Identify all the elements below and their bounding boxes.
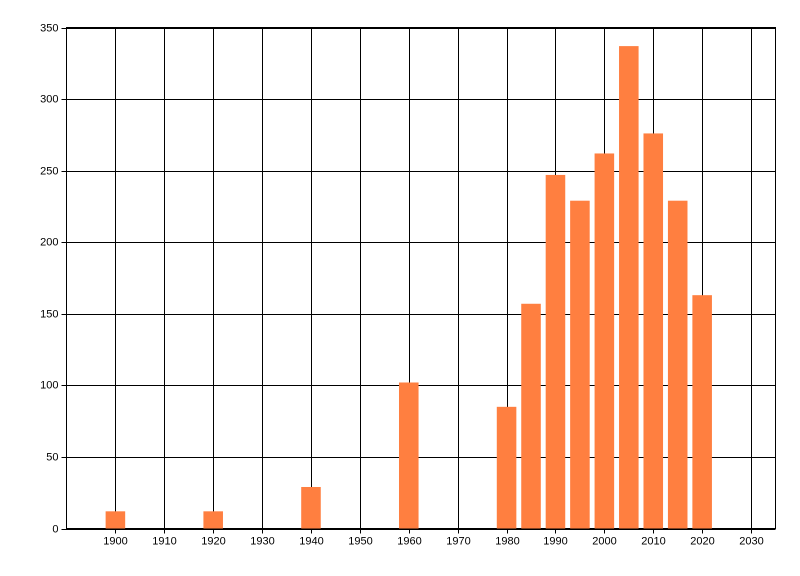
x-tick-label: 1940 bbox=[299, 535, 323, 547]
y-tick-label: 300 bbox=[40, 93, 58, 105]
y-tick-label: 200 bbox=[40, 236, 58, 248]
bar bbox=[667, 200, 688, 529]
bar bbox=[570, 200, 590, 529]
y-tick-label: 250 bbox=[40, 165, 58, 177]
bar bbox=[594, 153, 615, 529]
x-tick-label: 1960 bbox=[397, 535, 421, 547]
x-tick-label: 2030 bbox=[739, 535, 763, 547]
y-tick-label: 0 bbox=[52, 523, 58, 535]
x-tick-label: 1900 bbox=[103, 535, 127, 547]
x-tick-label: 2020 bbox=[690, 535, 714, 547]
x-tick-label: 1930 bbox=[250, 535, 274, 547]
y-tick-label: 350 bbox=[40, 22, 58, 34]
plot-frame bbox=[66, 27, 776, 529]
x-tick-label: 1920 bbox=[201, 535, 225, 547]
x-tick-label: 1980 bbox=[495, 535, 519, 547]
x-tick-label: 1950 bbox=[348, 535, 372, 547]
x-tick-label: 2000 bbox=[592, 535, 616, 547]
y-tick-label: 150 bbox=[40, 308, 58, 320]
bar bbox=[496, 406, 517, 529]
x-tick-label: 1990 bbox=[543, 535, 567, 547]
y-tick-label: 50 bbox=[46, 451, 58, 463]
bar bbox=[521, 303, 541, 529]
bar bbox=[203, 511, 223, 529]
x-tick-label: 1910 bbox=[152, 535, 176, 547]
bar bbox=[643, 133, 664, 529]
bar bbox=[545, 174, 566, 529]
bar bbox=[619, 46, 639, 529]
bar bbox=[398, 382, 419, 529]
x-tick-label: 2010 bbox=[641, 535, 665, 547]
bar bbox=[692, 295, 712, 529]
y-tick-label: 100 bbox=[40, 379, 58, 391]
x-tick-label: 1970 bbox=[446, 535, 470, 547]
bar bbox=[105, 511, 126, 529]
bar bbox=[301, 486, 321, 529]
